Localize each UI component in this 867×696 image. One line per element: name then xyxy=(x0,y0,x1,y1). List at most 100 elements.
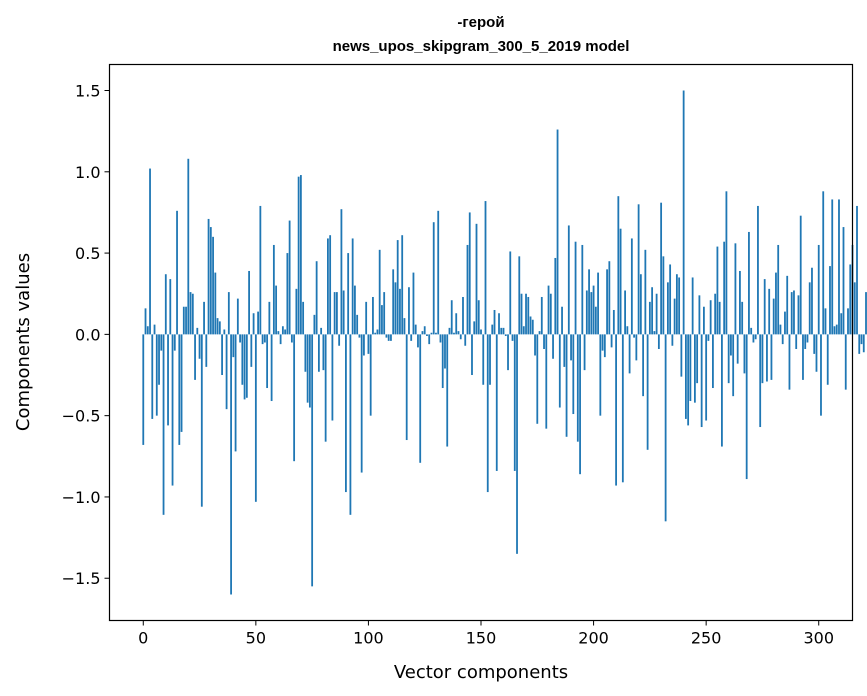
bar xyxy=(250,334,253,367)
bar xyxy=(727,334,730,384)
bar xyxy=(603,334,606,358)
bar xyxy=(279,334,282,345)
bar xyxy=(176,210,178,335)
bar xyxy=(687,334,690,426)
bar xyxy=(426,334,428,336)
x-tick-label: 0 xyxy=(138,629,148,648)
y-tick-label: 1.5 xyxy=(75,82,100,101)
bar xyxy=(164,274,167,335)
bar xyxy=(698,295,701,335)
bar xyxy=(471,334,473,376)
bar xyxy=(151,334,154,419)
bar xyxy=(448,327,451,335)
bar xyxy=(232,334,235,358)
bar xyxy=(684,334,687,419)
bar xyxy=(209,227,212,335)
bar xyxy=(322,334,325,371)
x-tick-label: 250 xyxy=(691,629,722,648)
bar xyxy=(853,282,856,335)
bar xyxy=(507,334,509,371)
bar xyxy=(700,334,703,428)
bar xyxy=(338,334,341,346)
bar xyxy=(826,334,829,385)
bar xyxy=(252,313,255,335)
bar xyxy=(387,334,390,341)
bar xyxy=(628,334,631,374)
bar xyxy=(637,204,640,335)
bar xyxy=(770,334,773,380)
bar xyxy=(299,175,302,335)
bar xyxy=(597,272,599,335)
bar xyxy=(169,279,172,335)
bar xyxy=(180,334,183,432)
bar xyxy=(504,334,507,336)
bar xyxy=(275,285,278,335)
bar xyxy=(502,327,505,335)
bar xyxy=(239,334,241,343)
chart-subtitle: news_upos_skipgram_300_5_2019 model xyxy=(333,38,630,55)
bar xyxy=(345,334,347,493)
bar xyxy=(340,209,343,335)
bar xyxy=(403,318,406,335)
bar xyxy=(189,292,192,335)
bar xyxy=(484,201,487,335)
y-tick-label: 0.0 xyxy=(75,325,100,344)
bar xyxy=(475,223,478,335)
bar xyxy=(191,293,194,335)
bar xyxy=(842,227,845,335)
bar xyxy=(831,199,834,335)
bar xyxy=(430,332,433,335)
bar xyxy=(682,90,685,335)
bar xyxy=(477,300,480,335)
bar xyxy=(248,270,250,335)
bar xyxy=(473,321,476,335)
bar xyxy=(567,225,570,335)
bar xyxy=(840,313,843,335)
bar xyxy=(435,332,437,335)
bar xyxy=(693,334,696,403)
y-tick-label: 1.0 xyxy=(75,163,100,182)
bar xyxy=(234,334,237,452)
bar xyxy=(270,334,273,402)
bar xyxy=(520,293,523,335)
bar xyxy=(838,199,840,335)
bar xyxy=(500,327,503,335)
bar xyxy=(205,334,208,367)
bar xyxy=(306,334,309,403)
y-tick-label: 0.5 xyxy=(75,244,100,263)
bar xyxy=(743,334,746,374)
bar xyxy=(146,326,149,335)
x-tick-label: 300 xyxy=(803,629,834,648)
bar xyxy=(527,296,530,335)
bar xyxy=(432,222,435,335)
bar xyxy=(144,308,147,335)
bar xyxy=(779,324,782,335)
bar xyxy=(495,334,498,471)
bar xyxy=(547,285,550,335)
bar xyxy=(817,244,820,335)
bar xyxy=(786,275,789,335)
bar xyxy=(531,319,534,335)
bar xyxy=(257,311,259,335)
bar xyxy=(653,331,656,335)
bar xyxy=(583,334,586,371)
bar xyxy=(768,288,771,335)
bar xyxy=(417,334,419,348)
bar xyxy=(736,334,739,364)
bar xyxy=(565,334,568,437)
bar xyxy=(511,334,514,341)
bar xyxy=(617,196,620,335)
bar xyxy=(748,231,750,335)
bar xyxy=(730,334,732,356)
bar xyxy=(763,279,766,335)
bar xyxy=(723,241,726,335)
bar xyxy=(675,274,678,335)
bar xyxy=(835,324,838,335)
bar xyxy=(752,334,755,343)
bar xyxy=(777,244,780,335)
bar xyxy=(378,249,381,335)
bar xyxy=(784,311,786,335)
bar xyxy=(489,334,491,385)
bar xyxy=(680,334,683,377)
